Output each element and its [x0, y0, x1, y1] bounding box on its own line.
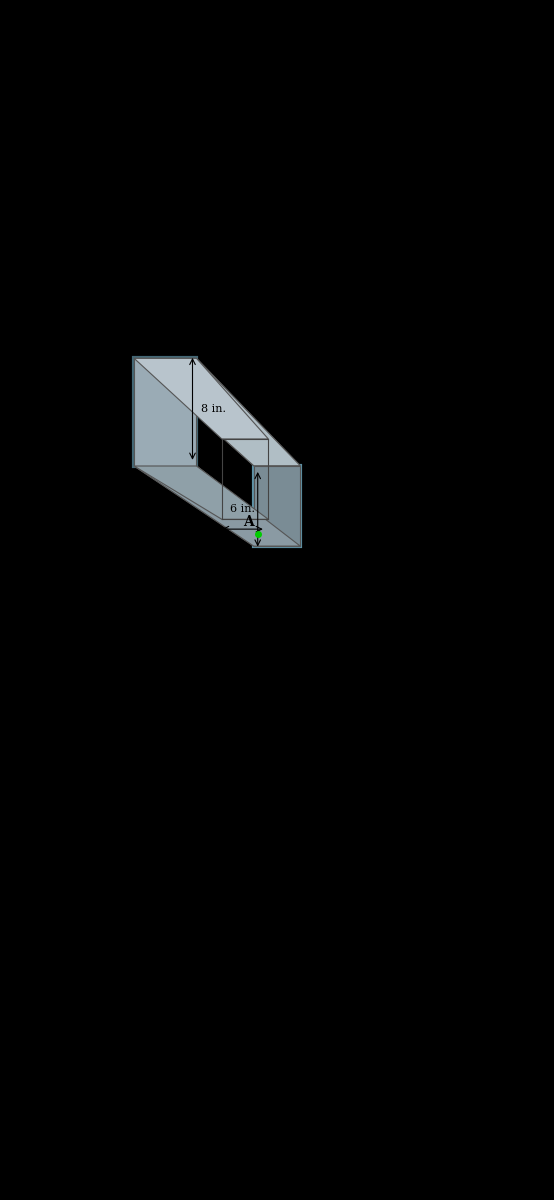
Text: B: B [158, 331, 170, 346]
Text: 8 in.: 8 in. [201, 404, 226, 414]
Polygon shape [134, 359, 197, 466]
Polygon shape [134, 359, 300, 466]
Text: under a pressure of 221 $lbf/ft^2$. Determine the pressure and velocity at $\mat: under a pressure of 221 $lbf/ft^2$. Dete… [17, 101, 554, 122]
Polygon shape [134, 359, 300, 466]
Text: 6 in.: 6 in. [230, 504, 255, 515]
Polygon shape [134, 359, 268, 439]
Text: 6 in.: 6 in. [230, 546, 255, 557]
Polygon shape [134, 466, 300, 546]
Polygon shape [254, 466, 300, 546]
Polygon shape [134, 466, 300, 546]
Polygon shape [254, 466, 300, 546]
Polygon shape [134, 359, 197, 466]
Text: Q4/ Gas ($\rho$ = 0.0022 $lb/ft^3$) flows through duct shown in fig. At $\mathbf: Q4/ Gas ($\rho$ = 0.0022 $lb/ft^3$) flow… [17, 37, 554, 59]
Text: hydraulic grad lines for the flow from A to B using a datum through central stre: hydraulic grad lines for the flow from A… [17, 163, 554, 178]
Polygon shape [134, 466, 268, 520]
Text: A: A [243, 515, 254, 529]
Text: 8 in.: 8 in. [151, 326, 176, 336]
Polygon shape [134, 359, 197, 466]
